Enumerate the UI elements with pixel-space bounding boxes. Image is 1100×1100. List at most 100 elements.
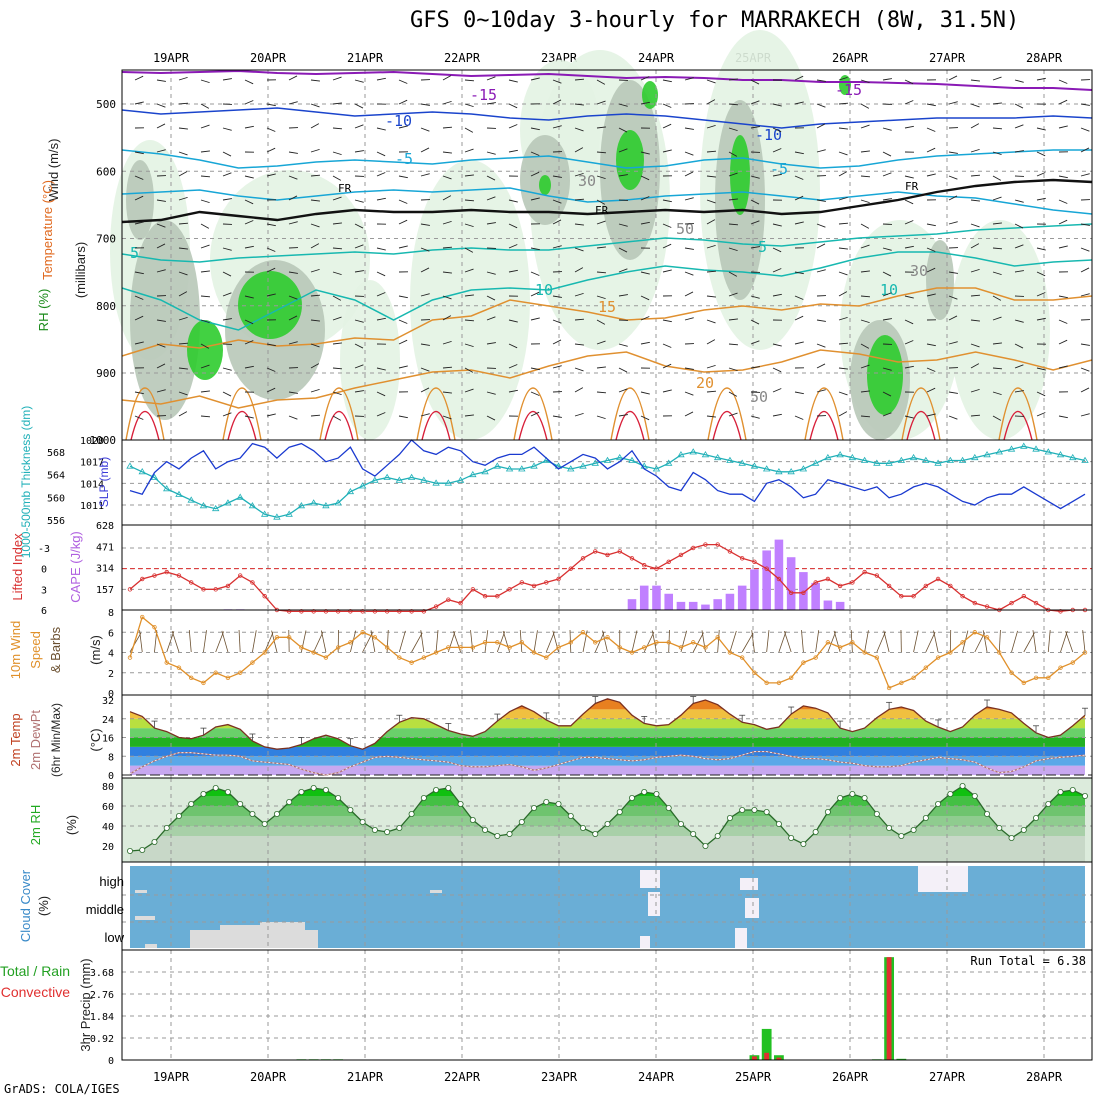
surface-wind-barb <box>783 630 792 653</box>
lifted-index-line-point <box>874 573 880 578</box>
thickness-line-point <box>371 476 379 483</box>
lifted-index-line-point <box>862 569 867 575</box>
lifted-index-line-point <box>629 556 635 561</box>
wind-barb <box>860 295 871 298</box>
wind-barb <box>530 291 540 297</box>
axis-label-wind: Wind (m/s) <box>46 139 61 202</box>
wind-barb <box>552 99 562 105</box>
wind-barb <box>618 247 628 253</box>
wind-barb <box>684 411 694 417</box>
surface-wind-barb <box>833 630 841 653</box>
wind-barb <box>244 79 254 85</box>
wind-barb <box>310 223 320 228</box>
surface-wind-barb <box>668 629 670 653</box>
rh-line-point <box>249 811 256 818</box>
surface-wind-barb <box>827 631 837 653</box>
axis-label-millibars: (millibars) <box>73 242 88 298</box>
wind-barb <box>948 415 958 420</box>
wind-barb <box>420 127 430 132</box>
precip-panel <box>121 949 1093 1061</box>
wind-barb <box>266 367 276 372</box>
wind-barb <box>618 268 628 273</box>
wind-barb <box>354 199 364 203</box>
wind-speed-line-point <box>580 630 586 635</box>
date-label-top: 22APR <box>444 51 481 65</box>
lifted-index-line-point <box>237 573 243 578</box>
wind-speed-line-point <box>213 670 218 675</box>
wind-barb <box>574 198 585 201</box>
wind-barb <box>596 175 606 180</box>
temperature-line <box>129 698 1086 750</box>
wind-barb <box>1058 365 1068 369</box>
wind-barb <box>618 343 628 347</box>
wind-speed-line-point <box>874 655 880 660</box>
lifted-index-line-point <box>776 576 782 582</box>
wind-barb <box>376 77 386 81</box>
wind-speed-line-point <box>482 640 488 645</box>
lifted-index-line-point <box>556 576 561 582</box>
wind-barb <box>838 391 848 396</box>
wind-barb <box>684 77 694 81</box>
wind-speed-line-point <box>421 655 427 660</box>
wind-barb <box>508 319 518 323</box>
warm-bubble-isoline <box>610 387 650 441</box>
precip-convective-bar <box>751 1056 757 1060</box>
surface-wind-barb <box>864 630 869 653</box>
lifted-index-line-point <box>152 573 157 578</box>
wind-barb <box>376 412 386 417</box>
wind-barb <box>1036 391 1046 397</box>
wind-barb <box>222 271 232 277</box>
rh-line-point <box>298 789 305 796</box>
surface-wind-barb <box>1011 630 1018 653</box>
wind-barb <box>332 391 342 396</box>
wind-barb <box>728 318 738 321</box>
rh-line-point <box>947 791 954 798</box>
wind-barb <box>640 221 650 225</box>
wind-barb <box>222 412 232 417</box>
precip-tick: 0 <box>108 1056 114 1067</box>
wind-barb <box>1058 125 1068 129</box>
contour-label: -15 <box>470 86 497 104</box>
thickness-line-point <box>762 465 771 472</box>
wind-barb <box>398 339 408 345</box>
wind-barb <box>838 271 848 276</box>
cloud-block <box>740 878 758 890</box>
wind-tick: 8 <box>108 608 114 619</box>
surface-wind-barb <box>815 630 820 653</box>
wind-barb <box>838 291 848 297</box>
pressure-tick: 500 <box>96 98 116 111</box>
wind-barb <box>992 247 1003 250</box>
temperature-isoline <box>121 187 1093 215</box>
pressure-tick: 900 <box>96 367 116 380</box>
rh-line-point <box>322 787 329 794</box>
wind-barb <box>970 174 981 177</box>
legend-convective: Convective <box>1 984 70 1000</box>
contour-label: FR <box>338 182 352 195</box>
wind-barb <box>882 127 892 131</box>
rh-line-point <box>433 787 440 794</box>
wind-barb <box>750 100 760 105</box>
surface-wind-barb <box>1032 630 1037 653</box>
warm-bubble-isoline <box>1003 410 1033 441</box>
date-label-top: 26APR <box>832 51 869 65</box>
thickness-line-point <box>775 468 783 475</box>
wind-barb <box>200 79 210 84</box>
warm-bubble-isoline <box>906 410 936 441</box>
thickness-line-point <box>432 479 440 486</box>
wind-barb <box>662 123 672 129</box>
wind-barb <box>442 295 452 300</box>
wind-barb <box>244 100 254 105</box>
rh-line-point <box>751 807 758 814</box>
wind-barb <box>574 387 584 393</box>
wind-barb <box>222 391 232 397</box>
wind-barb <box>376 292 386 297</box>
wind-speed-line-point <box>691 640 696 645</box>
surface-wind-barb <box>533 630 538 653</box>
rh-line-point <box>812 829 819 836</box>
wind-barb <box>838 222 849 225</box>
rh-band <box>130 826 1085 836</box>
surface-wind-barb <box>998 630 1001 653</box>
wind-barb <box>134 101 144 105</box>
rh-shading <box>238 271 302 339</box>
wind-barb <box>244 175 254 179</box>
